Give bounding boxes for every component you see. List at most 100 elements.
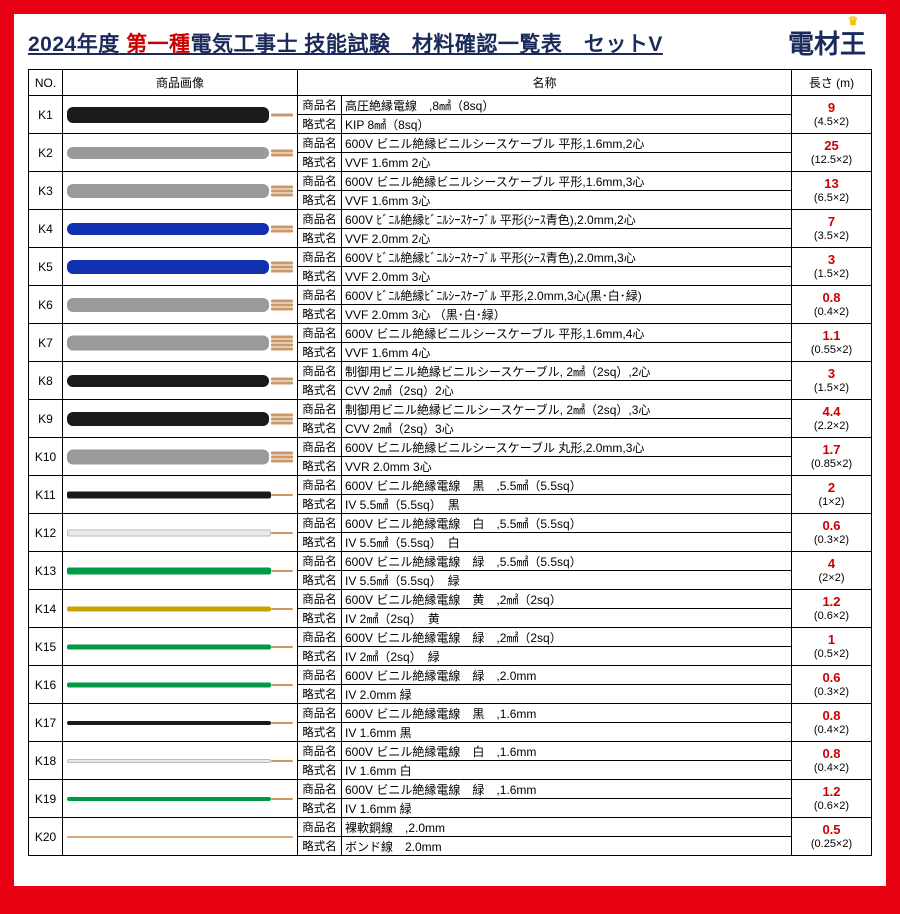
cell-product-abbr: VVF 2.0mm 3心 （黒･白･緑） bbox=[342, 305, 792, 324]
th-no: NO. bbox=[29, 70, 63, 96]
cell-label-abbr: 略式名 bbox=[298, 381, 342, 400]
cell-product-abbr: VVF 1.6mm 4心 bbox=[342, 343, 792, 362]
cell-label-name: 商品名 bbox=[298, 134, 342, 153]
document-frame: 2024年度 第一種電気工事士 技能試験 材料確認一覧表 セットV 電材♛王 N… bbox=[14, 14, 886, 886]
cell-product-abbr: IV 2㎟（2sq） 黄 bbox=[342, 609, 792, 628]
length-main: 1.2 bbox=[792, 784, 871, 800]
cell-product-name: 600V ﾋﾞﾆﾙ絶縁ﾋﾞﾆﾙｼｰｽｹｰﾌﾞﾙ 平形(ｼｰｽ青色),2.0mm,… bbox=[342, 210, 792, 229]
length-main: 25 bbox=[792, 138, 871, 154]
table-body: K1商品名高圧絶縁電線 ,8㎟（8sq）9(4.5×2)略式名KIP 8㎟（8s… bbox=[29, 96, 872, 856]
length-main: 4.4 bbox=[792, 404, 871, 420]
cell-label-abbr: 略式名 bbox=[298, 799, 342, 818]
cell-product-name: 600V ビニル絶縁電線 黒 ,5.5㎟（5.5sq） bbox=[342, 476, 792, 495]
cell-no: K10 bbox=[29, 438, 63, 476]
length-sub: (2.2×2) bbox=[792, 420, 871, 433]
cell-length: 2(1×2) bbox=[792, 476, 872, 514]
cell-label-abbr: 略式名 bbox=[298, 609, 342, 628]
length-sub: (0.55×2) bbox=[792, 344, 871, 357]
cell-length: 3(1.5×2) bbox=[792, 248, 872, 286]
cell-label-name: 商品名 bbox=[298, 628, 342, 647]
cell-label-name: 商品名 bbox=[298, 248, 342, 267]
table-row: K12商品名600V ビニル絶縁電線 白 ,5.5㎟（5.5sq）0.6(0.3… bbox=[29, 514, 872, 533]
table-row: K9商品名制御用ビニル絶縁ビニルシースケーブル, 2㎟（2sq）,3心4.4(2… bbox=[29, 400, 872, 419]
cell-label-name: 商品名 bbox=[298, 210, 342, 229]
cell-label-name: 商品名 bbox=[298, 818, 342, 837]
cell-product-abbr: VVF 1.6mm 2心 bbox=[342, 153, 792, 172]
length-main: 4 bbox=[792, 556, 871, 572]
cell-label-abbr: 略式名 bbox=[298, 343, 342, 362]
cell-product-name: 600V ビニル絶縁ビニルシースケーブル 平形,1.6mm,3心 bbox=[342, 172, 792, 191]
cell-label-name: 商品名 bbox=[298, 514, 342, 533]
length-main: 9 bbox=[792, 100, 871, 116]
cell-product-abbr: VVF 2.0mm 2心 bbox=[342, 229, 792, 248]
materials-table: NO. 商品画像 名称 長さ (m) K1商品名高圧絶縁電線 ,8㎟（8sq）9… bbox=[28, 69, 872, 856]
th-img: 商品画像 bbox=[63, 70, 298, 96]
cell-no: K13 bbox=[29, 552, 63, 590]
title-suffix: 電気工事士 技能試験 材料確認一覧表 セットV bbox=[191, 33, 663, 56]
cell-no: K17 bbox=[29, 704, 63, 742]
table-row: K4商品名600V ﾋﾞﾆﾙ絶縁ﾋﾞﾆﾙｼｰｽｹｰﾌﾞﾙ 平形(ｼｰｽ青色),2… bbox=[29, 210, 872, 229]
length-main: 2 bbox=[792, 480, 871, 496]
cell-product-name: 制御用ビニル絶縁ビニルシースケーブル, 2㎟（2sq）,2心 bbox=[342, 362, 792, 381]
cell-label-abbr: 略式名 bbox=[298, 761, 342, 780]
cell-no: K15 bbox=[29, 628, 63, 666]
table-row: K10商品名600V ビニル絶縁ビニルシースケーブル 丸形,2.0mm,3心1.… bbox=[29, 438, 872, 457]
title-year: 2024年度 bbox=[28, 33, 120, 56]
cell-product-name: 600V ビニル絶縁電線 黄 ,2㎟（2sq） bbox=[342, 590, 792, 609]
cell-length: 0.8(0.4×2) bbox=[792, 742, 872, 780]
cell-image bbox=[63, 704, 298, 742]
length-main: 13 bbox=[792, 176, 871, 192]
cell-product-abbr: CVV 2㎟（2sq）3心 bbox=[342, 419, 792, 438]
cell-image bbox=[63, 96, 298, 134]
cell-product-abbr: VVR 2.0mm 3心 bbox=[342, 457, 792, 476]
length-sub: (3.5×2) bbox=[792, 230, 871, 243]
cell-label-abbr: 略式名 bbox=[298, 229, 342, 248]
cell-length: 0.8(0.4×2) bbox=[792, 286, 872, 324]
cell-product-abbr: IV 2㎟（2sq） 緑 bbox=[342, 647, 792, 666]
cell-label-abbr: 略式名 bbox=[298, 153, 342, 172]
cell-image bbox=[63, 780, 298, 818]
cell-product-abbr: IV 5.5㎟（5.5sq） 黒 bbox=[342, 495, 792, 514]
table-row: K8商品名制御用ビニル絶縁ビニルシースケーブル, 2㎟（2sq）,2心3(1.5… bbox=[29, 362, 872, 381]
table-header-row: NO. 商品画像 名称 長さ (m) bbox=[29, 70, 872, 96]
length-sub: (2×2) bbox=[792, 572, 871, 585]
cell-length: 1.1(0.55×2) bbox=[792, 324, 872, 362]
cell-length: 0.5(0.25×2) bbox=[792, 818, 872, 856]
length-sub: (0.3×2) bbox=[792, 534, 871, 547]
cell-label-abbr: 略式名 bbox=[298, 305, 342, 324]
cell-label-name: 商品名 bbox=[298, 362, 342, 381]
cell-length: 0.6(0.3×2) bbox=[792, 666, 872, 704]
cell-length: 1(0.5×2) bbox=[792, 628, 872, 666]
cell-image bbox=[63, 476, 298, 514]
cell-length: 25(12.5×2) bbox=[792, 134, 872, 172]
cell-label-name: 商品名 bbox=[298, 172, 342, 191]
cell-product-abbr: IV 1.6mm 黒 bbox=[342, 723, 792, 742]
cell-product-abbr: IV 1.6mm 緑 bbox=[342, 799, 792, 818]
cell-image bbox=[63, 134, 298, 172]
cell-product-name: 600V ビニル絶縁電線 緑 ,2㎟（2sq） bbox=[342, 628, 792, 647]
cell-product-abbr: VVF 1.6mm 3心 bbox=[342, 191, 792, 210]
length-main: 1.2 bbox=[792, 594, 871, 610]
cell-label-abbr: 略式名 bbox=[298, 457, 342, 476]
cell-label-abbr: 略式名 bbox=[298, 647, 342, 666]
cell-length: 9(4.5×2) bbox=[792, 96, 872, 134]
cell-no: K14 bbox=[29, 590, 63, 628]
cell-label-name: 商品名 bbox=[298, 324, 342, 343]
cell-no: K2 bbox=[29, 134, 63, 172]
cell-image bbox=[63, 628, 298, 666]
cell-product-name: 600V ビニル絶縁ビニルシースケーブル 丸形,2.0mm,3心 bbox=[342, 438, 792, 457]
cell-label-name: 商品名 bbox=[298, 552, 342, 571]
cell-product-name: 高圧絶縁電線 ,8㎟（8sq） bbox=[342, 96, 792, 115]
cell-label-abbr: 略式名 bbox=[298, 837, 342, 856]
cell-image bbox=[63, 172, 298, 210]
cell-length: 0.6(0.3×2) bbox=[792, 514, 872, 552]
crown-icon: ♛ bbox=[848, 14, 859, 28]
cell-no: K12 bbox=[29, 514, 63, 552]
cell-product-abbr: IV 5.5㎟（5.5sq） 白 bbox=[342, 533, 792, 552]
cell-image bbox=[63, 210, 298, 248]
th-name: 名称 bbox=[298, 70, 792, 96]
cell-product-name: 600V ビニル絶縁電線 白 ,1.6mm bbox=[342, 742, 792, 761]
cell-image bbox=[63, 666, 298, 704]
cell-label-name: 商品名 bbox=[298, 666, 342, 685]
logo-text: 電材 bbox=[788, 29, 840, 59]
